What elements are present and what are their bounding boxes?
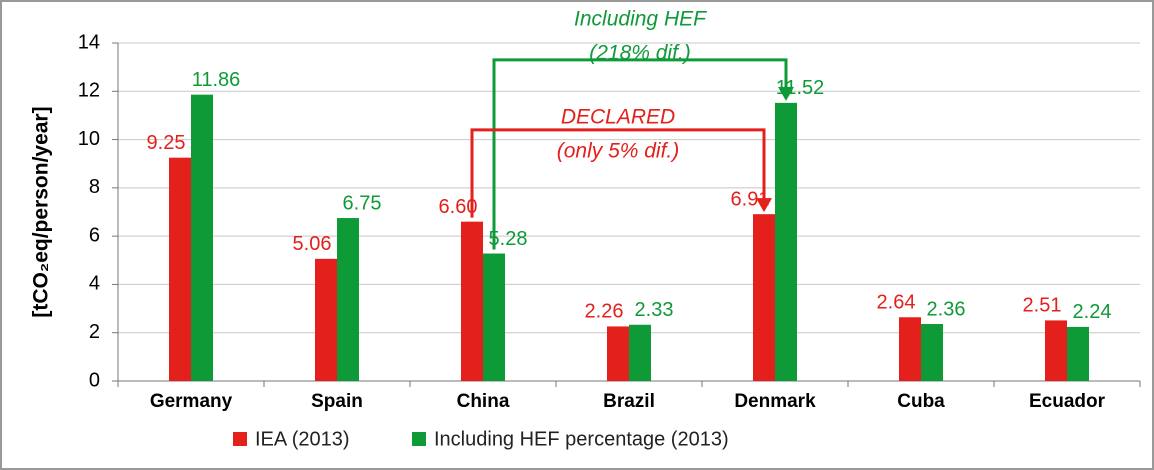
bar xyxy=(753,214,775,381)
data-label: 9.25 xyxy=(147,132,186,154)
bar xyxy=(899,317,921,381)
annotation: (218% dif.) xyxy=(589,42,691,65)
arrow-head xyxy=(756,198,772,213)
annotation-arrow xyxy=(470,128,766,218)
arrow-head xyxy=(778,86,794,101)
data-label: 2.24 xyxy=(1073,301,1112,323)
x-tick-label: Brazil xyxy=(603,391,655,412)
legend-swatch xyxy=(412,432,426,446)
x-tick-label: Cuba xyxy=(897,391,945,412)
bar xyxy=(169,157,191,381)
bar xyxy=(607,326,629,381)
data-label: 2.26 xyxy=(585,301,624,323)
data-label: 6.60 xyxy=(439,196,478,218)
y-tick-label: 10 xyxy=(78,128,100,150)
data-label: 2.64 xyxy=(877,292,916,314)
bar xyxy=(483,253,505,381)
bar xyxy=(921,324,943,381)
data-label: 2.36 xyxy=(927,298,966,320)
data-label: 5.28 xyxy=(489,228,528,250)
y-tick-label: 12 xyxy=(78,80,100,102)
x-tick-label: Spain xyxy=(311,391,363,412)
y-tick-label: 0 xyxy=(89,369,100,391)
y-axis-label: [tCO₂eq/person/year] xyxy=(30,106,53,317)
legend-swatch xyxy=(233,432,247,446)
bar xyxy=(461,221,483,381)
bar xyxy=(775,102,797,382)
y-tick-label: 14 xyxy=(78,31,100,53)
data-label: 6.91 xyxy=(731,188,770,210)
x-tick-label: Germany xyxy=(150,391,233,412)
y-tick-label: 8 xyxy=(89,176,100,198)
legend-label: Including HEF percentage (2013) xyxy=(434,428,729,450)
data-label: 2.33 xyxy=(635,299,674,321)
data-label: 6.75 xyxy=(343,192,382,214)
data-label: 2.51 xyxy=(1023,295,1062,317)
bar xyxy=(191,94,213,381)
bar xyxy=(1045,320,1067,381)
annotation: Including HEF xyxy=(574,8,707,31)
data-label: 11.86 xyxy=(192,69,241,91)
bar xyxy=(629,324,651,381)
legend-label: IEA (2013) xyxy=(255,428,350,450)
bar xyxy=(337,218,359,381)
data-label: 5.06 xyxy=(293,233,332,255)
x-tick-label: China xyxy=(457,391,510,412)
annotation: DECLARED xyxy=(561,106,675,129)
x-tick-label: Ecuador xyxy=(1029,391,1106,412)
annotation-arrow xyxy=(492,58,788,250)
y-tick-label: 4 xyxy=(89,273,100,295)
bar xyxy=(315,258,337,381)
y-tick-label: 6 xyxy=(89,224,100,246)
x-tick-label: Denmark xyxy=(734,391,816,412)
y-tick-label: 2 xyxy=(89,321,100,343)
bar xyxy=(1067,326,1089,381)
annotation: (only 5% dif.) xyxy=(557,140,680,163)
